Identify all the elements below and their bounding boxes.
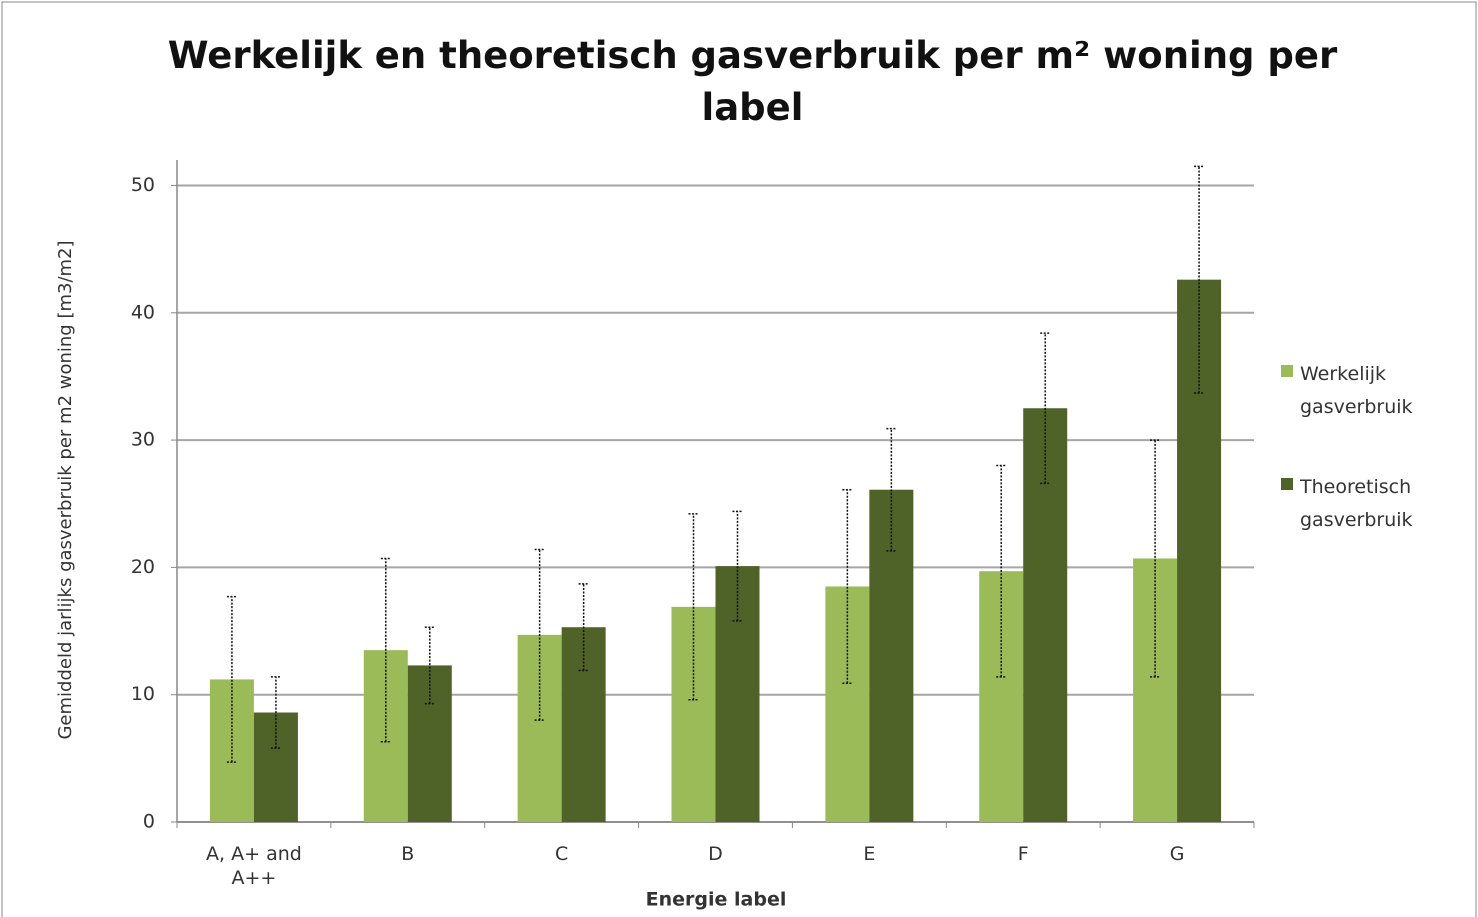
error-bar — [578, 583, 589, 672]
x-tick-label: F — [1017, 843, 1029, 865]
chart-title: Werkelijk en theoretisch gasverbruik per… — [167, 34, 1338, 129]
x-axis-label: Energie label — [646, 889, 787, 911]
x-tick-label: C — [555, 843, 569, 865]
bar — [869, 489, 914, 822]
error-bar — [732, 510, 743, 622]
error-bar — [270, 676, 281, 749]
y-tick-label: 50 — [131, 174, 155, 196]
y-tick-label: 40 — [131, 301, 155, 323]
error-bar — [534, 548, 545, 721]
legend-swatch — [1281, 478, 1293, 490]
x-tick-label: B — [401, 843, 415, 865]
x-tick-label: A, A+ and A++ — [206, 843, 302, 889]
x-tick-label: D — [708, 843, 723, 865]
error-bar — [842, 488, 853, 684]
legend-label: Theoretisch gasverbruik — [1300, 476, 1413, 531]
error-bar — [1194, 165, 1205, 394]
bar — [253, 712, 298, 822]
error-bar — [380, 557, 391, 743]
error-bar — [1040, 332, 1051, 485]
legend-label: Werkelijk gasverbruik — [1300, 363, 1413, 418]
y-tick-label: 10 — [131, 683, 155, 705]
y-tick-label: 20 — [131, 556, 155, 578]
x-tick-label: E — [863, 843, 876, 865]
error-bar — [424, 626, 435, 705]
y-tick-label: 30 — [131, 429, 155, 451]
y-axis-label: Gemiddeld jarlijks gasverbruik per m2 wo… — [55, 240, 76, 739]
legend-swatch — [1281, 365, 1293, 377]
bar — [363, 650, 408, 822]
error-bar — [996, 464, 1007, 678]
bar — [1023, 408, 1068, 822]
error-bar — [1150, 439, 1161, 678]
bar — [715, 566, 760, 822]
error-bar — [226, 595, 237, 763]
x-tick-label: G — [1169, 843, 1185, 865]
error-bar — [688, 513, 699, 701]
error-bar — [886, 427, 897, 552]
y-tick-label: 0 — [143, 811, 155, 833]
